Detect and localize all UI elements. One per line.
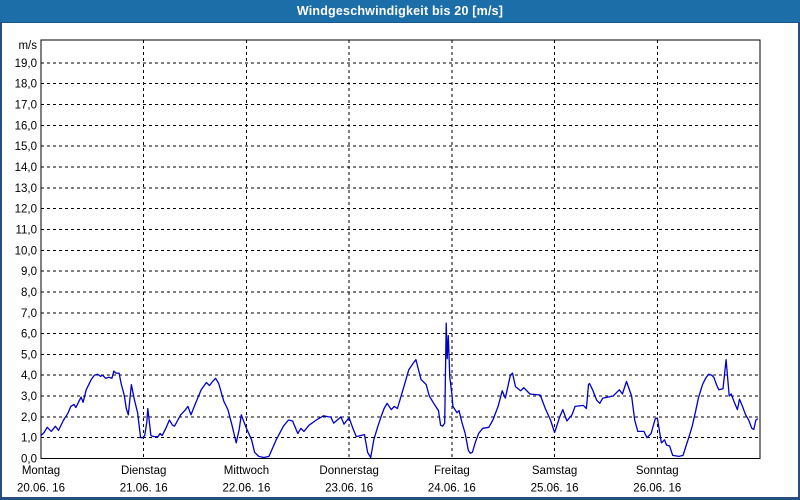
window-title: Windgeschwindigkeit bis 20 [m/s] — [296, 4, 504, 18]
x-axis-labels: Montag 20.06. 16 Dienstag 21.06. 16 Mittwoch… — [17, 465, 681, 495]
x-day-name-label: Donnerstag — [319, 465, 378, 477]
window-title-bar: Windgeschwindigkeit bis 20 [m/s] — [0, 0, 800, 23]
y-tick-label: 2,0 — [21, 412, 37, 424]
y-tick-label: 10,0 — [15, 245, 37, 257]
y-tick-label: 3,0 — [21, 391, 37, 403]
y-tick-label: 12,0 — [15, 204, 37, 216]
y-tick-label: 16,0 — [15, 120, 37, 132]
y-tick-label: 19,0 — [15, 58, 37, 70]
y-tick-label: 6,0 — [21, 329, 37, 341]
y-tick-label: 14,0 — [15, 162, 37, 174]
y-tick-label: 15,0 — [15, 141, 37, 153]
y-tick-label: 5,0 — [21, 349, 37, 361]
y-tick-label: 11,0 — [15, 224, 37, 236]
y-tick-label: 13,0 — [15, 183, 37, 195]
y-tick-label: 1,0 — [21, 433, 37, 445]
x-day-name-label: Sonntag — [636, 465, 679, 477]
y-tick-label: 9,0 — [21, 266, 37, 278]
y-tick-label: 4,0 — [21, 370, 37, 382]
x-day-date-label: 24.06. 16 — [428, 483, 476, 495]
x-day-date-label: 26.06. 16 — [633, 483, 681, 495]
x-day-name-label: Dienstag — [121, 465, 166, 477]
y-tick-label: 0,0 — [21, 454, 37, 466]
wind-speed-line — [40, 322, 759, 459]
x-day-name-label: Montag — [22, 465, 60, 477]
y-tick-label: 17,0 — [15, 100, 37, 112]
y-tick-label: 8,0 — [21, 287, 37, 299]
y-axis-labels: 0,0 1,0 2,0 3,0 4,0 5,0 6,0 7,0 8,0 9,0 10,0 11,0 12… — [15, 40, 38, 466]
x-day-date-label: 20.06. 16 — [17, 483, 65, 495]
y-axis-unit-label: m/s — [18, 40, 37, 52]
x-day-date-label: 25.06. 16 — [531, 483, 579, 495]
x-day-name-label: Freitag — [434, 465, 470, 477]
x-day-date-label: 23.06. 16 — [325, 483, 373, 495]
x-day-date-label: 21.06. 16 — [120, 483, 168, 495]
y-tick-label: 18,0 — [15, 79, 37, 91]
x-day-name-label: Samstag — [532, 465, 577, 477]
plot-border — [40, 39, 761, 460]
x-day-name-label: Mittwoch — [224, 465, 269, 477]
x-day-date-label: 22.06. 16 — [222, 483, 270, 495]
chart-grid — [41, 40, 760, 459]
y-tick-label: 7,0 — [21, 308, 37, 320]
